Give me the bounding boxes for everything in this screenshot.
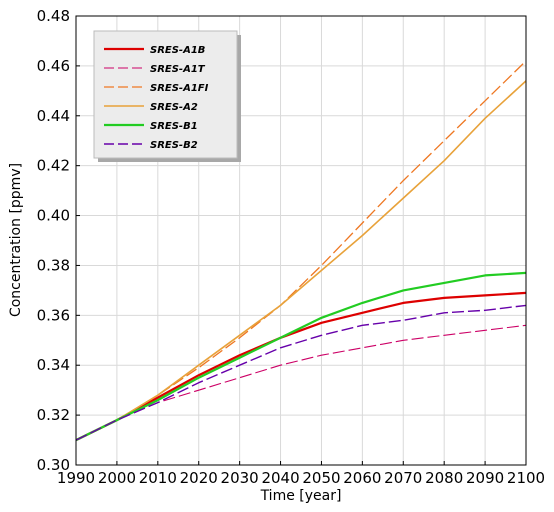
series-line-sres-a2 (75, 80, 527, 441)
plot-frame (75, 15, 527, 466)
x-tick-label: 2050 (302, 469, 340, 487)
y-tick-label: 0.38 (37, 256, 70, 274)
y-tick-label: 0.42 (37, 157, 70, 175)
y-tick-label: 0.34 (37, 356, 70, 374)
x-tick-label: 2020 (180, 469, 218, 487)
y-tick-label: 0.32 (37, 406, 70, 424)
series-layer (75, 60, 527, 442)
x-axis-title: Time [year] (260, 488, 342, 504)
y-tick-label: 0.46 (37, 57, 70, 75)
legend-label: SRES-B2 (150, 140, 198, 151)
x-tick-label: 2010 (139, 469, 177, 487)
x-tick-label: 2040 (261, 469, 299, 487)
series-line-sres-a1b (75, 291, 527, 442)
legend-box (93, 30, 238, 159)
x-tick-label: 2070 (384, 469, 422, 487)
legend: SRES-A1B SRES-A1T SRES-A1FI SRES-A2 SRES-B1 S… (93, 30, 241, 162)
x-tick-label: 2030 (221, 469, 259, 487)
y-tick-label: 0.30 (37, 456, 70, 474)
x-tick-label: 2000 (98, 469, 136, 487)
legend-label: SRES-A1FI (150, 83, 209, 94)
legend-label: SRES-A1B (150, 45, 205, 56)
x-tick-label: 2090 (466, 469, 504, 487)
series-line-sres-b1 (75, 271, 527, 442)
y-tick-label: 0.44 (37, 107, 70, 125)
legend-label: SRES-B1 (150, 121, 198, 132)
legend-label: SRES-A1T (150, 64, 206, 75)
y-axis-title: Concentration [ppmv] (8, 163, 24, 317)
legend-label: SRES-A2 (150, 102, 198, 113)
y-tick-label: 0.40 (37, 207, 70, 225)
y-tick-label: 0.36 (37, 306, 70, 324)
y-tick-label: 0.48 (37, 7, 70, 25)
x-tick-label: 2080 (425, 469, 463, 487)
series-line-sres-b2 (75, 304, 527, 441)
ticks: 1990 2000 2010 2020 2030 2040 2050 2060 2070 2080… (37, 7, 546, 487)
x-tick-label: 2100 (507, 469, 545, 487)
x-tick-label: 2060 (343, 469, 381, 487)
x-tick-label: 1990 (57, 469, 95, 487)
